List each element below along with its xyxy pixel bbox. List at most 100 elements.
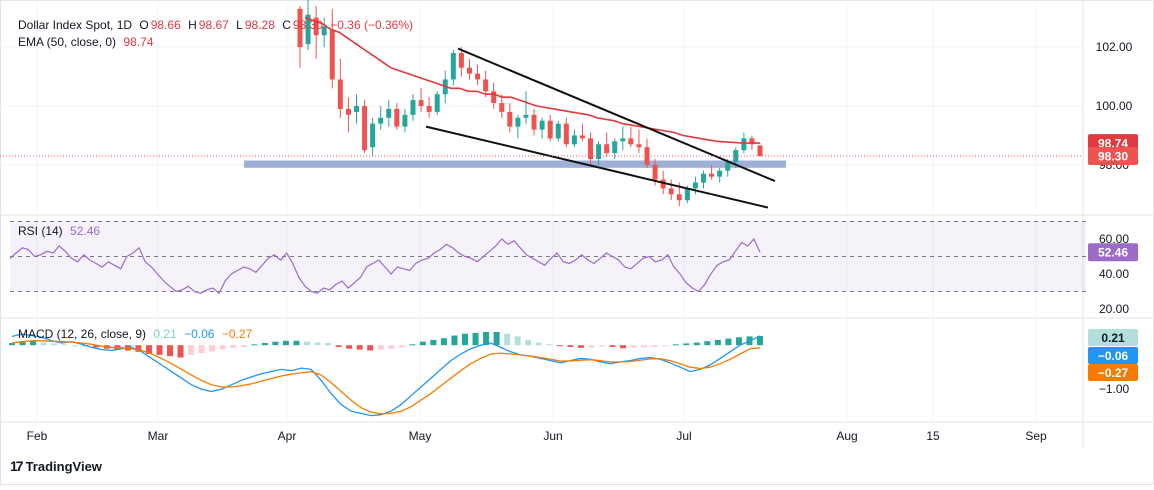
rsi-tick-label: 40.00 [1099,267,1129,281]
candle-body [652,164,658,180]
candle-body [450,53,456,80]
macd-histogram-bar [72,345,79,347]
candle-body [313,17,319,36]
candle-body [466,67,472,74]
macd-histogram-bar [156,345,163,355]
candle-body [555,123,561,139]
ema-value: 98.74 [123,35,154,49]
tradingview-logo[interactable]: 17 TradingView [10,458,102,474]
macd-line-value: −0.06 [184,327,215,341]
candle-body [701,173,707,183]
time-tick-label: Mar [148,429,169,443]
rsi-line [9,237,761,295]
candle-body [345,108,351,115]
candle-body [329,29,335,80]
change-value: −0.36 (−0.36%) [330,18,414,32]
macd-histogram-bar [356,345,363,350]
macd-histogram-bar [230,345,237,348]
time-tick-label: Sep [1025,429,1047,443]
candle-body [458,53,464,68]
macd-histogram-bar [620,345,627,349]
rsi-tick-label: 60.00 [1099,232,1129,246]
time-tick-label: 15 [926,429,940,443]
macd-histogram-bar [261,343,268,346]
macd-tick-label: −1.00 [1099,382,1130,396]
macd-histogram-bar [93,345,100,348]
symbol-title: Dollar Index Spot, 1D [18,18,133,32]
macd-histogram-bar [714,339,721,346]
macd-title: MACD (12, 26, close, 9) [18,327,147,341]
high-value: 98.67 [198,18,229,32]
candle-body [547,120,553,139]
trendline-upper [457,47,776,183]
candle-body [378,117,384,124]
candle-body [717,170,723,177]
price-tick-label: 102.00 [1096,40,1133,54]
macd-histogram-bar [430,339,437,346]
macd-histogram-bar [683,343,690,346]
candle-body [741,138,747,151]
macd-histogram-bar [388,345,395,349]
macd-histogram-bar [757,335,763,346]
macd-histogram-bar [209,345,216,352]
candle-body [539,120,545,130]
price-badge [1088,147,1138,166]
candle-body [612,141,618,154]
macd-badge [1088,329,1138,346]
macd-histogram-bar [9,343,15,346]
candle-body [523,114,529,118]
candle-body [531,114,537,130]
macd-badge-label: −0.27 [1098,366,1129,380]
macd-histogram-bar [398,345,405,348]
macd-histogram-bar [693,342,700,346]
macd-histogram-bar [556,345,563,347]
macd-histogram-bar [367,345,374,351]
candle-body [499,103,505,112]
macd-histogram-bar [293,340,300,346]
macd-histogram-bar [609,345,616,347]
candle-body [394,108,400,127]
candle-body [676,194,682,201]
macd-histogram-bar [451,335,458,346]
candle-body [337,79,343,109]
macd-badge [1088,347,1138,364]
macd-histogram-bar [145,345,152,354]
rsi-badge-label: 52.46 [1098,246,1128,260]
low-label: L [236,18,243,32]
candle-body [660,179,666,189]
candle-body [362,106,368,151]
candle-body [475,73,481,80]
macd-histogram-bar [725,338,732,346]
macd-histogram-bar [440,338,447,346]
candle-body [709,173,715,177]
candle-body [588,138,594,159]
time-tick-label: Jun [543,429,562,443]
candle-body [402,114,408,127]
candle-body [507,111,513,127]
macd-histogram-bar [567,345,574,347]
time-tick-label: May [409,429,432,443]
macd-line [11,333,761,417]
price-badge-label: 98.30 [1098,150,1128,164]
macd-histogram-bar [272,341,279,346]
open-label: O [139,18,149,32]
rsi-value: 52.46 [70,224,101,238]
macd-histogram-bar [346,345,353,349]
macd-histogram-bar [472,332,479,346]
price-tick-label: 100.00 [1096,99,1133,113]
macd-histogram-bar [30,340,37,346]
macd-histogram-bar [525,339,532,346]
macd-histogram-bar [219,345,226,350]
macd-histogram-bar [662,345,669,347]
candle-body [628,138,634,145]
candle-body [515,117,521,127]
macd-histogram-bar [19,341,26,346]
ema-line [304,16,760,144]
macd-signal-line [11,340,761,415]
tradingview-mark-icon: 17 [10,458,24,474]
candle-body [636,144,642,148]
candle-body [684,188,690,201]
macd-histogram-bar [325,343,332,346]
candle-body [692,182,698,189]
